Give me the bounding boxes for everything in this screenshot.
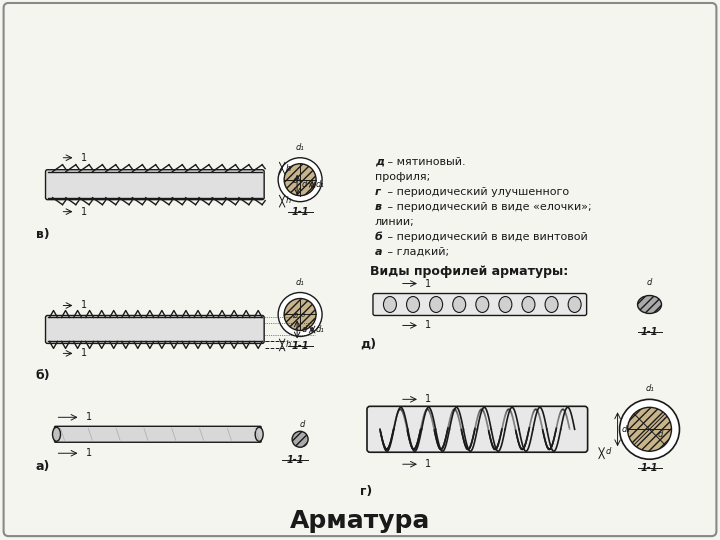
Text: Арматура: Арматура <box>290 509 430 533</box>
Text: 1-1: 1-1 <box>292 341 309 352</box>
Ellipse shape <box>255 427 264 441</box>
Text: 1: 1 <box>425 459 431 469</box>
Text: – гладкий;: – гладкий; <box>384 247 449 256</box>
Ellipse shape <box>453 296 466 313</box>
Text: – периодический в виде винтовой: – периодический в виде винтовой <box>384 232 588 241</box>
Text: 1-1: 1-1 <box>287 455 304 465</box>
Ellipse shape <box>628 407 672 451</box>
Text: – периодический улучшенного: – периодический улучшенного <box>384 187 569 197</box>
Text: г: г <box>375 187 381 197</box>
Text: 1-1: 1-1 <box>292 207 309 217</box>
Ellipse shape <box>545 296 558 313</box>
Text: d: d <box>606 447 611 456</box>
Text: д): д) <box>360 338 376 351</box>
Ellipse shape <box>278 293 322 336</box>
FancyBboxPatch shape <box>45 315 264 343</box>
Text: линии;: линии; <box>375 217 415 227</box>
Text: 1: 1 <box>86 448 91 458</box>
Text: ø: ø <box>292 176 297 185</box>
Text: 1: 1 <box>81 207 86 217</box>
Ellipse shape <box>284 164 316 195</box>
Text: в): в) <box>35 228 49 241</box>
Text: а: а <box>375 247 382 256</box>
Text: 1-1: 1-1 <box>641 327 658 338</box>
Ellipse shape <box>407 296 420 313</box>
Ellipse shape <box>522 296 535 313</box>
Text: d₁: d₁ <box>621 425 630 434</box>
Text: 1: 1 <box>81 348 86 359</box>
Text: d: d <box>300 420 305 429</box>
Text: d: d <box>657 430 663 439</box>
Text: 1: 1 <box>86 413 91 422</box>
Text: d: d <box>647 278 652 287</box>
Ellipse shape <box>637 295 662 314</box>
Text: 1: 1 <box>81 300 86 310</box>
Text: д: д <box>375 157 384 167</box>
Ellipse shape <box>476 296 489 313</box>
Text: o: o <box>301 313 305 319</box>
Text: h: h <box>286 196 292 205</box>
FancyBboxPatch shape <box>45 170 264 200</box>
FancyBboxPatch shape <box>4 3 716 536</box>
Text: а): а) <box>35 460 50 472</box>
FancyBboxPatch shape <box>55 426 261 442</box>
Text: d₁: d₁ <box>645 384 654 393</box>
Text: профиля;: профиля; <box>375 172 431 182</box>
Text: d: d <box>302 180 307 189</box>
Text: d₁: d₁ <box>316 180 325 189</box>
Text: г): г) <box>360 485 372 498</box>
FancyBboxPatch shape <box>373 294 587 315</box>
Text: – периодический в виде «елочки»;: – периодический в виде «елочки»; <box>384 201 592 212</box>
Ellipse shape <box>499 296 512 313</box>
Ellipse shape <box>278 158 322 201</box>
Text: d₁: d₁ <box>296 278 305 287</box>
Text: б): б) <box>35 369 50 382</box>
Ellipse shape <box>53 427 60 441</box>
Text: h: h <box>286 340 292 349</box>
Text: 1: 1 <box>425 279 431 288</box>
Ellipse shape <box>430 296 443 313</box>
Text: d₁: d₁ <box>316 325 325 334</box>
Ellipse shape <box>384 296 397 313</box>
Text: ø: ø <box>292 310 297 320</box>
Text: б: б <box>375 232 383 241</box>
Text: Виды профилей арматуры:: Виды профилей арматуры: <box>370 265 568 278</box>
Text: – мятиновый.: – мятиновый. <box>384 157 466 167</box>
Text: d: d <box>302 325 307 334</box>
FancyBboxPatch shape <box>367 406 588 452</box>
Ellipse shape <box>284 299 316 330</box>
Text: 1: 1 <box>425 320 431 330</box>
Text: 1: 1 <box>81 153 86 163</box>
Text: 1: 1 <box>425 394 431 404</box>
Ellipse shape <box>620 400 680 459</box>
Text: 1-1: 1-1 <box>641 463 658 473</box>
Ellipse shape <box>568 296 581 313</box>
Text: h: h <box>286 164 292 173</box>
Text: d₁: d₁ <box>296 143 305 152</box>
Ellipse shape <box>292 431 308 447</box>
Text: в: в <box>375 201 382 212</box>
